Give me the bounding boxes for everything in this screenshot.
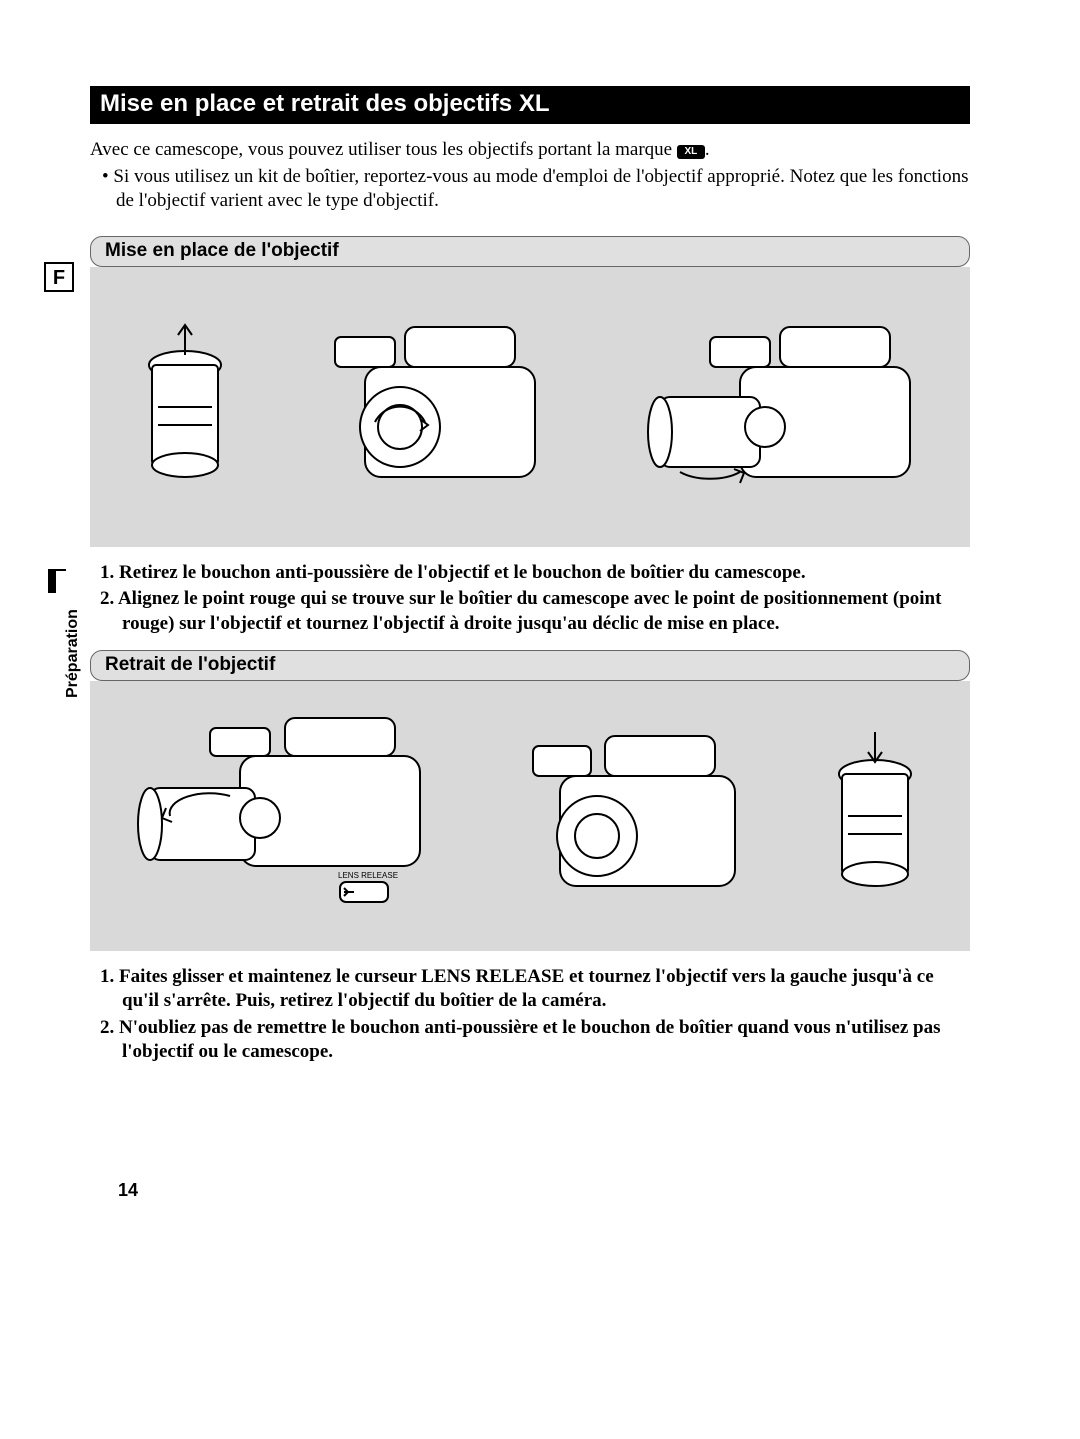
- step-item: 2. N'oubliez pas de remettre le bouchon …: [90, 1016, 970, 1065]
- page-title: Mise en place et retrait des objectifs X…: [90, 86, 970, 124]
- language-badge: F: [44, 262, 74, 292]
- steps-mount: 1. Retirez le bouchon anti-poussière de …: [90, 561, 970, 636]
- illustration-camcorder-4: [505, 706, 755, 926]
- subheading-mount: Mise en place de l'objectif: [90, 236, 970, 267]
- intro-line1-pre: Avec ce camescope, vous pouvez utiliser …: [90, 139, 677, 160]
- figure-remove-lens: LENS RELEASE: [90, 681, 970, 951]
- intro-line1-post: .: [705, 139, 710, 160]
- steps-remove: 1. Faites glisser et maintenez le curseu…: [90, 965, 970, 1064]
- intro-bullet: • Si vous utilisez un kit de boîtier, re…: [90, 165, 970, 214]
- step-item: 1. Faites glisser et maintenez le curseu…: [90, 965, 970, 1014]
- subheading-remove: Retrait de l'objectif: [90, 650, 970, 681]
- section-side-label: Préparation: [64, 609, 82, 698]
- lens-release-label: LENS RELEASE: [338, 871, 398, 880]
- step-item: 2. Alignez le point rouge qui se trouve …: [90, 587, 970, 636]
- page-content: Mise en place et retrait des objectifs X…: [90, 86, 970, 1078]
- figure-mount-lens: [90, 267, 970, 547]
- xl-mark-icon: XL: [677, 145, 705, 159]
- illustration-camcorder-3: LENS RELEASE: [130, 696, 440, 936]
- step-item: 1. Retirez le bouchon anti-poussière de …: [90, 561, 970, 585]
- illustration-lens-2: [820, 716, 930, 916]
- illustration-camcorder-1: [305, 297, 565, 517]
- illustration-camcorder-2: [630, 297, 930, 517]
- page-number: 14: [118, 1180, 138, 1201]
- intro-text: Avec ce camescope, vous pouvez utiliser …: [90, 138, 970, 214]
- illustration-lens: [130, 307, 240, 507]
- side-tab-marker: [48, 569, 66, 593]
